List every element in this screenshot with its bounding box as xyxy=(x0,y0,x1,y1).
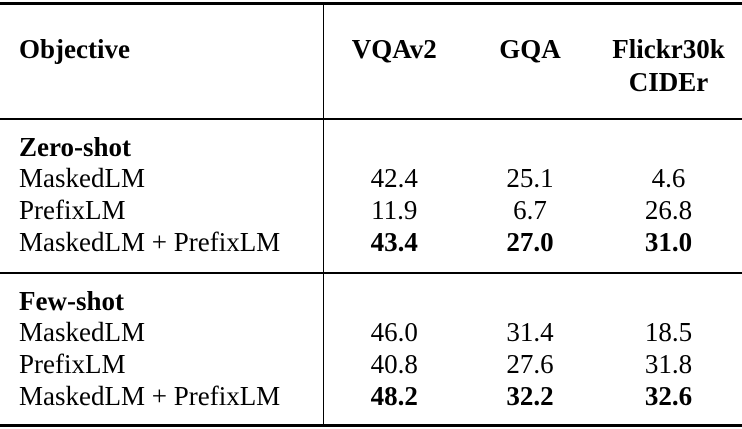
row-label: MaskedLM + PrefixLM xyxy=(0,226,324,274)
row-label: MaskedLM xyxy=(0,162,324,194)
value-gqa: 25.1 xyxy=(506,163,554,193)
value-vqav2: 11.9 xyxy=(371,195,418,225)
section-title-few-shot: Few-shot xyxy=(0,273,324,316)
column-header-flickr30k-cider: Flickr30k CIDEr xyxy=(595,3,742,120)
section-title-row-zero-shot: Zero-shot xyxy=(0,119,742,162)
table-row: MaskedLM 46.0 31.4 18.5 xyxy=(0,316,742,348)
value-gqa: 27.6 xyxy=(506,349,554,379)
empty-cell xyxy=(595,119,742,162)
empty-cell xyxy=(465,119,595,162)
table-row-best: MaskedLM + PrefixLM 48.2 32.2 32.6 xyxy=(0,380,742,426)
value-gqa: 6.7 xyxy=(513,195,547,225)
value-flickr30k-cider: 26.8 xyxy=(644,195,693,225)
value-vqav2: 42.4 xyxy=(370,163,418,193)
row-label: MaskedLM xyxy=(0,316,324,348)
column-header-vqav2: VQAv2 xyxy=(323,3,465,120)
row-label: MaskedLM + PrefixLM xyxy=(0,380,324,426)
value-flickr30k-cider: 32.6 xyxy=(644,381,693,411)
value-vqav2: 43.4 xyxy=(323,226,465,274)
value-vqav2: 46.0 xyxy=(370,317,418,347)
table-row: PrefixLM 40.8 27.6 31.8 xyxy=(0,348,742,380)
section-title-row-few-shot: Few-shot xyxy=(0,273,742,316)
table-row-best: MaskedLM + PrefixLM 43.4 27.0 31.0 xyxy=(0,226,742,274)
table-header-row: Objective VQAv2 GQA Flickr30k CIDEr xyxy=(0,3,742,120)
table-row: PrefixLM 11.9 6.7 26.8 xyxy=(0,194,742,226)
value-gqa: 32.2 xyxy=(506,381,554,411)
table-row: MaskedLM 42.4 25.1 4.6 xyxy=(0,162,742,194)
empty-cell xyxy=(465,273,595,316)
value-vqav2: 40.8 xyxy=(370,349,418,379)
column-header-objective: Objective xyxy=(0,3,324,120)
value-flickr30k-cider: 31.8 xyxy=(644,349,693,379)
section-title-zero-shot: Zero-shot xyxy=(0,119,324,162)
empty-cell xyxy=(323,119,465,162)
value-flickr30k-cider: 18.5 xyxy=(644,317,693,347)
row-label: PrefixLM xyxy=(0,348,324,380)
column-header-flickr30k-line1: Flickr30k xyxy=(612,34,725,64)
row-label: PrefixLM xyxy=(0,194,324,226)
value-vqav2: 48.2 xyxy=(370,381,418,411)
column-header-gqa: GQA xyxy=(465,3,595,120)
value-flickr30k-cider: 31.0 xyxy=(595,226,742,274)
value-flickr30k-cider: 4.6 xyxy=(651,163,686,193)
empty-cell xyxy=(595,273,742,316)
value-gqa: 31.4 xyxy=(506,317,554,347)
empty-cell xyxy=(323,273,465,316)
column-header-flickr30k-line2: CIDEr xyxy=(628,67,709,97)
value-gqa: 27.0 xyxy=(465,226,595,274)
